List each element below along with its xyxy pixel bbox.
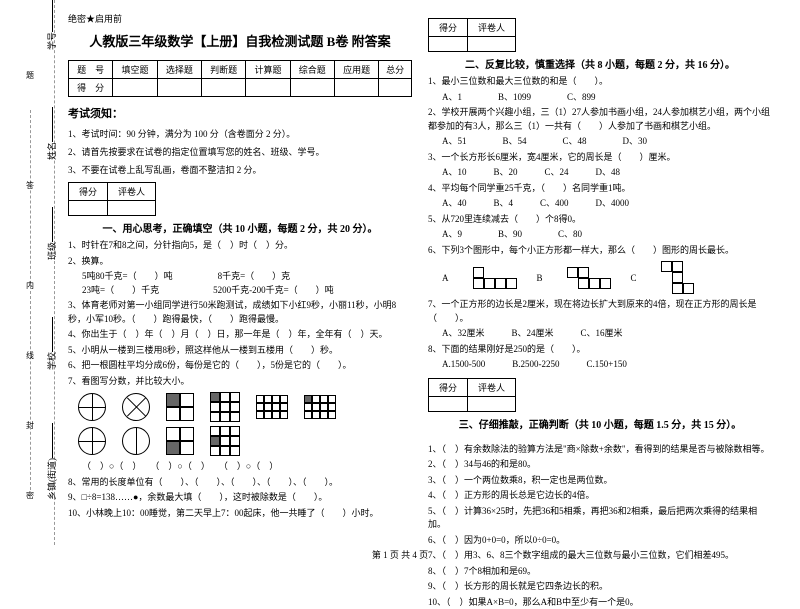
table-row: 得 分 xyxy=(69,79,412,97)
bind-label-name: 姓名 xyxy=(45,107,58,160)
grid-3x3-icon xyxy=(210,426,240,456)
s2q4-opts: A、40 B、4 C、400 D、4000 xyxy=(428,197,772,211)
s3q1: 1、（ ）有余数除法的验算方法是"商×除数+余数"，看得到的结果是否与被除数相等… xyxy=(428,443,772,457)
dash-lbl: 封 xyxy=(26,420,34,431)
polyomino-row: A B C xyxy=(442,261,772,294)
binding-margin: 学号 姓名 班级 学校 乡镇(街道) 题 答 内 线 封 密 xyxy=(0,0,55,545)
grid-2x2-icon xyxy=(166,427,194,455)
s2q2-opts: A、51 B、54 C、48 D、30 xyxy=(428,135,772,149)
notice-item: 1、考试时间：90 分钟，满分为 100 分（含卷面分 2 分）。 xyxy=(68,127,412,140)
s2q6: 6、下列3个图形中，每个小正方形都一样大，那么（ ）图形的周长最长。 xyxy=(428,244,772,258)
polyomino-b-icon xyxy=(567,267,611,289)
s2q7: 7、一个正方形的边长是2厘米，现在将边长扩大到原来的4倍，现在正方形的周长是（ … xyxy=(428,298,772,325)
q9: 9、□÷8=138……●，余数最大填（ ），这时被除数是（ ）。 xyxy=(68,491,412,505)
q7-fill: （ ）○（ ） （ ）○（ ） （ ）○（ ） xyxy=(68,460,412,474)
poly-label-c: C xyxy=(631,273,637,283)
paper-title: 人教版三年级数学【上册】自我检测试题 B卷 附答案 xyxy=(68,31,412,50)
q6: 6、把一根圆柱平均分成6份，每份是它的（ ），5份是它的（ ）。 xyxy=(68,359,412,373)
section-3-title: 三、仔细推敲，正确判断（共 10 小题，每题 1.5 分，共 15 分）。 xyxy=(428,416,772,431)
s3q3: 3、（ ）一个两位数乘8，积一定也是两位数。 xyxy=(428,474,772,488)
grid-4x3-shaded-icon xyxy=(304,395,336,419)
bind-label-school: 学校 xyxy=(45,317,58,370)
section-head: 得分评卷人 xyxy=(68,182,156,216)
dash-lbl: 答 xyxy=(26,180,34,191)
s2q5: 5、从720里连续减去（ ）个8得0。 xyxy=(428,213,772,227)
s2q1-opts: A、1 B、1099 C、899 xyxy=(428,91,772,105)
s2q3: 3、一个长方形长6厘米，宽4厘米，它的周长是（ ）厘米。 xyxy=(428,151,772,165)
q3: 3、体育老师对第一小组同学进行50米跑测试，成绩如下小红9秒，小丽11秒，小明8… xyxy=(68,299,412,326)
circle-quarter-icon xyxy=(78,427,106,455)
poly-label-a: A xyxy=(442,273,449,283)
grid-2x2-icon xyxy=(166,393,194,421)
right-column: 得分评卷人 二、反复比较，慎重选择（共 8 小题，每题 2 分，共 16 分）。… xyxy=(420,12,780,545)
notice-item: 2、请首先按要求在试卷的指定位置填写您的姓名、班级、学号。 xyxy=(68,145,412,158)
shapes-row-2 xyxy=(78,426,412,456)
s3q4: 4、（ ）正方形的周长总是它边长的4倍。 xyxy=(428,489,772,503)
s2q3-opts: A、10 B、20 C、24 D、48 xyxy=(428,166,772,180)
q2: 2、换算。 xyxy=(68,255,412,269)
dash-lbl: 线 xyxy=(26,350,34,361)
table-row: 题 号填空题选择题判断题计算题综合题应用题总分 xyxy=(69,61,412,79)
polyomino-a-icon xyxy=(473,267,517,289)
s3q6: 6、（ ）因为0+0=0，所以0÷0=0。 xyxy=(428,534,772,548)
q8: 8、常用的长度单位有（ ）、（ ）、（ ）、（ ）、（ ）。 xyxy=(68,476,412,490)
section-1-title: 一、用心思考，正确填空（共 10 小题，每题 2 分，共 20 分）。 xyxy=(68,220,412,235)
q2b: 23吨=（ ）千克 5200千克-200千克=（ ）吨 xyxy=(68,284,412,298)
bind-label-town: 乡镇(街道) xyxy=(45,423,58,500)
bind-label-class: 班级 xyxy=(45,207,58,260)
score-table: 题 号填空题选择题判断题计算题综合题应用题总分 得 分 xyxy=(68,60,412,97)
s2q1: 1、最小三位数和最大三位数的和是（ ）。 xyxy=(428,75,772,89)
section-2-title: 二、反复比较，慎重选择（共 8 小题，每题 2 分，共 16 分）。 xyxy=(428,56,772,71)
s2q8-opts: A.1500-500 B.2500-2250 C.150+150 xyxy=(428,358,772,372)
s3q2: 2、（ ）34与46的和是80。 xyxy=(428,458,772,472)
notice-item: 3、不要在试卷上乱写乱画，卷面不整洁扣 2 分。 xyxy=(68,163,412,176)
circle-eighth-icon xyxy=(122,393,150,421)
bind-label-id: 学号 xyxy=(45,0,58,50)
circle-half-icon xyxy=(122,427,150,455)
q2a: 5吨80千克=（ ）吨 8千克=（ ）克 xyxy=(68,270,412,284)
s3q5: 5、（ ）计算36×25时，先把36和5相乘，再把36和2相乘，最后把两次乘得的… xyxy=(428,505,772,532)
q1: 1、时针在7和8之间，分针指向5，是（ ）时（ ）分。 xyxy=(68,239,412,253)
q10: 10、小林晚上10：00睡觉，第二天早上7：00起床，他一共睡了（ ）小时。 xyxy=(68,507,412,521)
s2q7-opts: A、32厘米 B、24厘米 C、16厘米 xyxy=(428,327,772,341)
notice-heading: 考试须知： xyxy=(68,105,412,121)
s3q9: 9、（ ）长方形的周长就是它四条边长的积。 xyxy=(428,580,772,594)
grid-3x3-icon xyxy=(210,392,240,422)
grid-4x3-icon xyxy=(256,395,288,419)
section-head: 得分评卷人 xyxy=(428,18,516,52)
q7: 7、看图写分数，并比较大小。 xyxy=(68,375,412,389)
s3q8: 8、（ ）7个8相加和是69。 xyxy=(428,565,772,579)
q4: 4、你出生于（ ）年（ ）月（ ）日，那一年是（ ）年，全年有（ ）天。 xyxy=(68,328,412,342)
s2q2: 2、学校开展两个兴趣小组，三（1）27人参加书画小组，24人参加棋艺小组，两个小… xyxy=(428,106,772,133)
dash-lbl: 密 xyxy=(26,490,34,501)
s3q10: 10、（ ）如果A×B=0，那么A和B中至少有一个是0。 xyxy=(428,596,772,609)
dash-lbl: 内 xyxy=(26,280,34,291)
polyomino-c-icon xyxy=(661,261,694,294)
q5: 5、小明从一楼到三楼用8秒，照这样他从一楼到五楼用（ ）秒。 xyxy=(68,344,412,358)
circle-quarter-icon xyxy=(78,393,106,421)
page-footer: 第 1 页 共 4 页 xyxy=(0,548,800,561)
secret-label: 绝密★启用前 xyxy=(68,12,412,25)
poly-label-b: B xyxy=(537,273,543,283)
s2q5-opts: A、9 B、90 C、80 xyxy=(428,228,772,242)
section-head: 得分评卷人 xyxy=(428,378,516,412)
left-column: 绝密★启用前 人教版三年级数学【上册】自我检测试题 B卷 附答案 题 号填空题选… xyxy=(60,12,420,545)
dash-lbl: 题 xyxy=(26,70,34,81)
s2q8: 8、下面的结果刚好是250的是（ ）。 xyxy=(428,343,772,357)
s2q4: 4、平均每个同学重25千克，（ ）名同学重1吨。 xyxy=(428,182,772,196)
shapes-row-1 xyxy=(78,392,412,422)
